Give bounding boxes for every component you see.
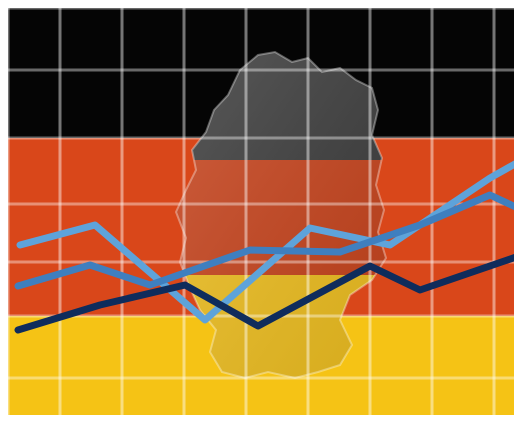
grid-overlay bbox=[8, 8, 514, 415]
trend-line-medium bbox=[14, 191, 514, 290]
map-outline bbox=[174, 50, 388, 380]
trend-line-dark bbox=[14, 254, 514, 334]
trend-line-light bbox=[16, 160, 514, 324]
